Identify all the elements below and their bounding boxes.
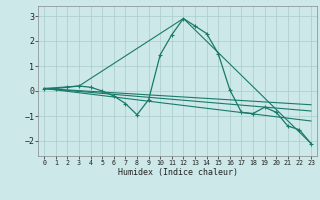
X-axis label: Humidex (Indice chaleur): Humidex (Indice chaleur) [118, 168, 238, 177]
